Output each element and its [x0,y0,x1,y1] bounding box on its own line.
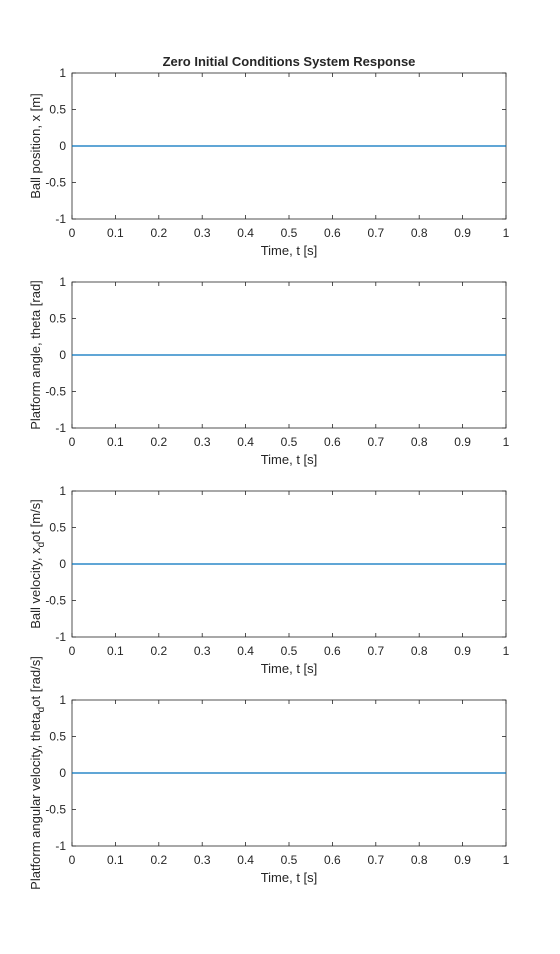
x-tick-label: 0.7 [367,644,384,658]
y-tick-label: 0 [59,348,66,362]
x-tick-label: 0.6 [324,853,341,867]
y-tick-label: -1 [55,421,66,435]
x-tick-label: 0.7 [367,435,384,449]
x-tick-label: 0.3 [194,853,211,867]
x-tick-label: 0.1 [107,644,124,658]
y-axis-label-subscript: d [36,542,47,548]
x-tick-label: 0.2 [150,226,167,240]
subplot-ball-velocity: 0 0.1 0.2 0.3 0.4 0.5 0.6 0.7 0.8 0.9 1 -1 -0.5 0 0.5 1… [28,484,510,676]
x-tick-label: 0.5 [281,853,298,867]
x-tick-label: 0.8 [411,853,428,867]
x-axis-label: Time, t [s] [261,661,318,676]
y-tick-label: -1 [55,630,66,644]
x-tick-label: 0 [69,853,76,867]
subplot-ball-position: 0 0.1 0.2 0.3 0.4 0.5 0.6 0.7 0.8 0.9 1 -1 -0.5 0 0.5 1… [28,54,510,258]
x-tick-label: 0.9 [454,435,471,449]
x-tick-label: 0.9 [454,644,471,658]
y-axis-label-part: Platform angular velocity, theta [28,712,43,890]
x-tick-label: 1 [503,226,510,240]
x-axis-label: Time, t [s] [261,452,318,467]
y-axis-label-part: ot [m/s] [28,499,43,542]
x-tick-label: 0.9 [454,226,471,240]
x-tick-label: 0.8 [411,226,428,240]
chart-title: Zero Initial Conditions System Response [163,54,416,69]
y-axis-label: Platform angular velocity, thetadot [rad… [28,656,47,890]
x-tick-label: 0.8 [411,435,428,449]
y-tick-label: 1 [59,484,66,498]
x-tick-label: 0.6 [324,226,341,240]
y-tick-label: -1 [55,212,66,226]
x-axis-label: Time, t [s] [261,870,318,885]
y-tick-label: 0 [59,139,66,153]
x-tick-label: 0.4 [237,853,254,867]
x-tick-label: 0.7 [367,853,384,867]
x-tick-label: 0.5 [281,226,298,240]
x-axis-label: Time, t [s] [261,243,318,258]
x-tick-label: 0.4 [237,226,254,240]
y-axis-label: Ball position, x [m] [28,93,43,199]
y-tick-label: -0.5 [45,385,66,399]
y-axis-label-subscript: d [36,707,47,713]
y-tick-label: 0 [59,557,66,571]
x-tick-label: 0.2 [150,853,167,867]
x-tick-label: 0.2 [150,644,167,658]
x-tick-label: 0.4 [237,435,254,449]
x-tick-label: 0.3 [194,435,211,449]
y-tick-label: 1 [59,66,66,80]
x-tick-label: 0.3 [194,644,211,658]
x-tick-label: 0.4 [237,644,254,658]
x-tick-label: 0.6 [324,435,341,449]
y-tick-label: -0.5 [45,176,66,190]
x-tick-label: 0.1 [107,853,124,867]
y-axis-label-part: Ball velocity, x [28,547,43,629]
y-tick-label: -1 [55,839,66,853]
subplot-platform-angle: 0 0.1 0.2 0.3 0.4 0.5 0.6 0.7 0.8 0.9 1 -1 -0.5 0 0.5 1… [28,275,510,467]
y-axis-label: Ball velocity, xdot [m/s] [28,499,47,629]
x-tick-label: 0.1 [107,226,124,240]
x-tick-label: 0 [69,226,76,240]
x-tick-label: 0.5 [281,644,298,658]
y-tick-label: 0.5 [49,730,66,744]
y-tick-label: -0.5 [45,803,66,817]
x-tick-label: 0.7 [367,226,384,240]
y-tick-label: 0 [59,766,66,780]
subplot-platform-angular-velocity: 0 0.1 0.2 0.3 0.4 0.5 0.6 0.7 0.8 0.9 1 -1 -0.5 0 0.5 1… [28,656,510,890]
x-tick-label: 1 [503,435,510,449]
x-tick-label: 0.6 [324,644,341,658]
x-tick-label: 0.1 [107,435,124,449]
y-tick-label: 1 [59,693,66,707]
x-tick-label: 0 [69,435,76,449]
x-tick-label: 0.2 [150,435,167,449]
y-tick-label: -0.5 [45,594,66,608]
x-tick-label: 0.8 [411,644,428,658]
y-tick-label: 0.5 [49,521,66,535]
y-tick-label: 0.5 [49,103,66,117]
x-tick-label: 0 [69,644,76,658]
y-axis-label-part: ot [rad/s] [28,656,43,707]
y-tick-label: 1 [59,275,66,289]
x-tick-label: 0.5 [281,435,298,449]
x-tick-label: 0.9 [454,853,471,867]
x-tick-label: 1 [503,644,510,658]
x-tick-label: 0.3 [194,226,211,240]
x-tick-label: 1 [503,853,510,867]
y-tick-label: 0.5 [49,312,66,326]
y-axis-label: Platform angle, theta [rad] [28,280,43,430]
